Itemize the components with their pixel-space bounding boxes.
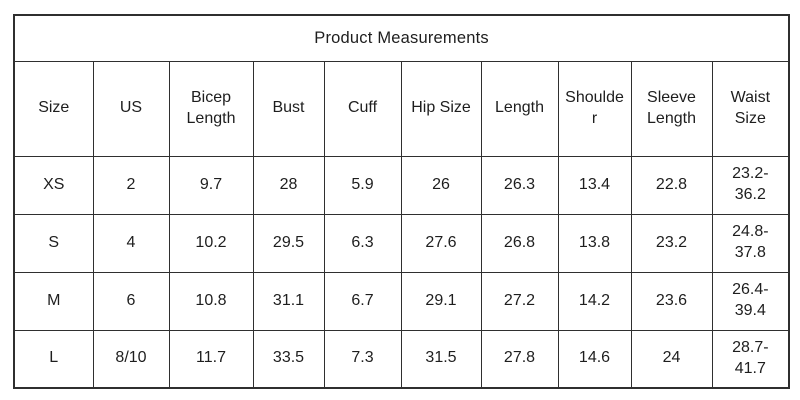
measurement-cell: 26 bbox=[400, 155, 482, 215]
measurement-cell: 26.8 bbox=[480, 213, 559, 273]
measurement-cell: 9.7 bbox=[168, 155, 254, 215]
table-row-xs: XS 2 9.7 28 5.9 26 26.3 13.4 22.8 23.2-36.2 bbox=[13, 155, 790, 215]
column-header-waist-size: Waist Size bbox=[711, 60, 790, 157]
measurement-cell: 33.5 bbox=[252, 329, 325, 389]
measurement-cell: 24 bbox=[630, 329, 713, 389]
product-measurements-table: Product Measurements Size US Bicep Length B… bbox=[13, 14, 791, 389]
measurement-cell: 6 bbox=[92, 271, 170, 331]
measurement-cell: 29.5 bbox=[252, 213, 325, 273]
column-header-cuff: Cuff bbox=[323, 60, 402, 157]
measurement-cell: 5.9 bbox=[323, 155, 402, 215]
column-header-sleeve-length: Sleeve Length bbox=[630, 60, 713, 157]
measurement-cell: 14.6 bbox=[557, 329, 632, 389]
measurement-cell: 27.2 bbox=[480, 271, 559, 331]
size-label-cell: S bbox=[13, 213, 94, 273]
column-header-hip-size: Hip Size bbox=[400, 60, 482, 157]
table-row-l: L 8/10 11.7 33.5 7.3 31.5 27.8 14.6 24 28.7-41.7 bbox=[13, 329, 790, 389]
column-header-bicep-length: Bicep Length bbox=[168, 60, 254, 157]
column-header-bust: Bust bbox=[252, 60, 325, 157]
measurement-cell: 7.3 bbox=[323, 329, 402, 389]
table-row-m: M 6 10.8 31.1 6.7 29.1 27.2 14.2 23.6 26.4-39.4 bbox=[13, 271, 790, 331]
measurement-cell: 23.6 bbox=[630, 271, 713, 331]
size-label-cell: XS bbox=[13, 155, 94, 215]
table-header-row: Size US Bicep Length Bust Cuff Hip Size Length… bbox=[13, 60, 790, 157]
measurement-cell: 28 bbox=[252, 155, 325, 215]
table-title: Product Measurements bbox=[13, 14, 790, 62]
measurement-cell: 10.8 bbox=[168, 271, 254, 331]
measurement-cell: 29.1 bbox=[400, 271, 482, 331]
product-measurements-section: Product Measurements Size US Bicep Length B… bbox=[13, 14, 791, 389]
measurement-cell: 28.7-41.7 bbox=[711, 329, 790, 389]
measurement-cell: 10.2 bbox=[168, 213, 254, 273]
size-label-cell: M bbox=[13, 271, 94, 331]
column-header-us: US bbox=[92, 60, 170, 157]
measurement-cell: 23.2-36.2 bbox=[711, 155, 790, 215]
measurement-cell: 8/10 bbox=[92, 329, 170, 389]
measurement-cell: 4 bbox=[92, 213, 170, 273]
table-title-row: Product Measurements bbox=[13, 14, 790, 62]
size-label-cell: L bbox=[13, 329, 94, 389]
measurement-cell: 27.6 bbox=[400, 213, 482, 273]
measurement-cell: 11.7 bbox=[168, 329, 254, 389]
measurement-cell: 26.3 bbox=[480, 155, 559, 215]
measurement-cell: 24.8-37.8 bbox=[711, 213, 790, 273]
measurement-cell: 2 bbox=[92, 155, 170, 215]
column-header-shoulder: Shoulder bbox=[557, 60, 632, 157]
measurement-cell: 14.2 bbox=[557, 271, 632, 331]
measurement-cell: 13.4 bbox=[557, 155, 632, 215]
column-header-length: Length bbox=[480, 60, 559, 157]
measurement-cell: 6.7 bbox=[323, 271, 402, 331]
measurement-cell: 31.5 bbox=[400, 329, 482, 389]
measurement-cell: 23.2 bbox=[630, 213, 713, 273]
measurement-cell: 26.4-39.4 bbox=[711, 271, 790, 331]
measurement-cell: 13.8 bbox=[557, 213, 632, 273]
table-row-s: S 4 10.2 29.5 6.3 27.6 26.8 13.8 23.2 24.8-37.8 bbox=[13, 213, 790, 273]
measurement-cell: 6.3 bbox=[323, 213, 402, 273]
measurement-cell: 22.8 bbox=[630, 155, 713, 215]
measurement-cell: 31.1 bbox=[252, 271, 325, 331]
measurement-cell: 27.8 bbox=[480, 329, 559, 389]
column-header-size: Size bbox=[13, 60, 94, 157]
